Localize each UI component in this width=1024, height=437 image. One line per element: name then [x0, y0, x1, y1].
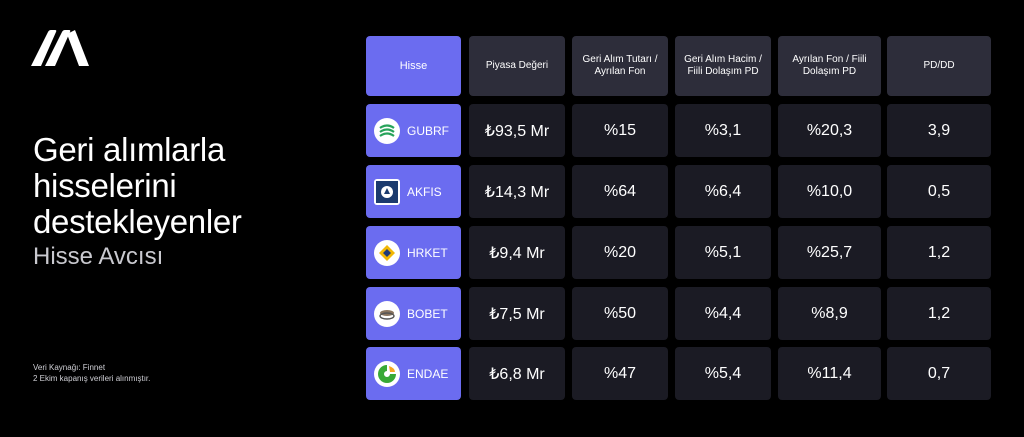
header-piyasa-degeri: Piyasa Değeri: [469, 36, 565, 96]
ticker-label: GUBRF: [407, 123, 449, 138]
bogazici-beton-logo-icon: [374, 300, 400, 327]
ticker-label: ENDAE: [407, 366, 449, 381]
buyback-amount-ratio-cell: %47: [572, 347, 668, 400]
stock-cell-bobet: BOBET: [366, 287, 461, 340]
buyback-volume-ratio-cell: %5,4: [675, 347, 771, 400]
pb-ratio-cell: 1,2: [887, 226, 991, 279]
market-cap-cell: ₺7,5 Mr: [469, 287, 565, 340]
page-subtitle: Hisse Avcısı: [33, 243, 164, 270]
buyback-volume-ratio-cell: %4,4: [675, 287, 771, 340]
buyback-amount-ratio-cell: %15: [572, 104, 668, 157]
allocated-fund-ratio-cell: %10,0: [778, 165, 881, 218]
buyback-amount-ratio-cell: %64: [572, 165, 668, 218]
header-ayrilan-fon: Ayrılan Fon / Fiili Dolaşım PD: [778, 36, 881, 96]
akfen-insaat-logo-icon: [374, 178, 400, 205]
date-note-line: 2 Ekim kapanış verileri alınmıştır.: [33, 374, 151, 383]
stock-cell-endae: ENDAE: [366, 347, 461, 400]
pb-ratio-cell: 0,5: [887, 165, 991, 218]
allocated-fund-ratio-cell: %8,9: [778, 287, 881, 340]
title-block: Geri alımlarla hisselerini destekleyenle…: [33, 132, 353, 272]
pb-ratio-cell: 1,2: [887, 287, 991, 340]
header-geri-alim-tutari: Geri Alım Tutarı / Ayrılan Fon: [572, 36, 668, 96]
brand-logo-icon: [31, 30, 89, 66]
source-line: Veri Kaynağı: Finnet: [33, 363, 106, 372]
market-cap-cell: ₺93,5 Mr: [469, 104, 565, 157]
allocated-fund-ratio-cell: %25,7: [778, 226, 881, 279]
buyback-volume-ratio-cell: %6,4: [675, 165, 771, 218]
header-hisse: Hisse: [366, 36, 461, 96]
buyback-volume-ratio-cell: %3,1: [675, 104, 771, 157]
buyback-amount-ratio-cell: %20: [572, 226, 668, 279]
allocated-fund-ratio-cell: %11,4: [778, 347, 881, 400]
enda-enerji-logo-icon: [374, 360, 400, 387]
buyback-volume-ratio-cell: %5,1: [675, 226, 771, 279]
pb-ratio-cell: 0,7: [887, 347, 991, 400]
market-cap-cell: ₺14,3 Mr: [469, 165, 565, 218]
page-title: Geri alımlarla hisselerini destekleyenle…: [33, 131, 242, 240]
market-cap-cell: ₺6,8 Mr: [469, 347, 565, 400]
allocated-fund-ratio-cell: %20,3: [778, 104, 881, 157]
ticker-label: BOBET: [407, 306, 448, 321]
header-pd-dd: PD/DD: [887, 36, 991, 96]
ticker-label: AKFIS: [407, 184, 442, 199]
stock-cell-hrket: HRKET: [366, 226, 461, 279]
stock-cell-gubrf: GUBRF: [366, 104, 461, 157]
header-geri-alim-hacim: Geri Alım Hacim / Fiili Dolaşım PD: [675, 36, 771, 96]
ticker-label: HRKET: [407, 245, 448, 260]
pb-ratio-cell: 3,9: [887, 104, 991, 157]
hareket-logo-icon: [374, 239, 400, 266]
buyback-amount-ratio-cell: %50: [572, 287, 668, 340]
stock-cell-akfis: AKFIS: [366, 165, 461, 218]
market-cap-cell: ₺9,4 Mr: [469, 226, 565, 279]
gubre-fabrikalari-logo-icon: [374, 117, 400, 144]
data-source-note: Veri Kaynağı: Finnet 2 Ekim kapanış veri…: [33, 362, 150, 384]
